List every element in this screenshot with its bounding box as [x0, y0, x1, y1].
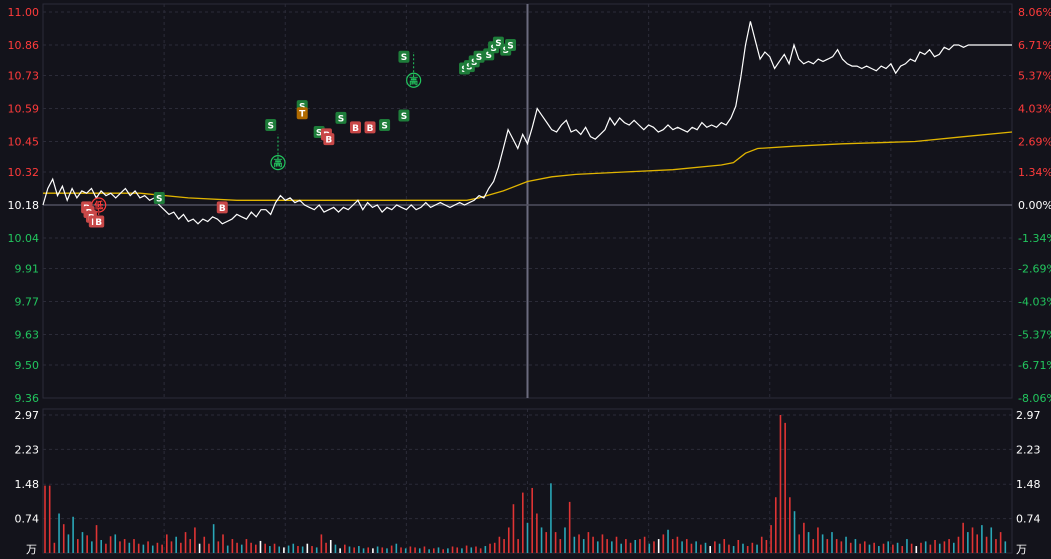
percent-tick-label: 5.37%	[1018, 70, 1051, 83]
sell-signal-label: S	[338, 114, 344, 124]
percent-tick-label: -2.69%	[1018, 263, 1051, 276]
sell-signal-label: S	[156, 194, 162, 204]
percent-axis-right: 8.06% 6.71% 5.37% 4.03% 2.69% 1.34% 0.00% -1.34…	[1018, 6, 1051, 405]
buy-signal-label: B	[367, 124, 374, 134]
price-tick-label: 10.32	[8, 166, 40, 179]
sell-signal-label: S	[476, 53, 482, 63]
trade-markers: 低高高BBBIBBSBSSTSPBSBBSSSSSSSSSSSS	[81, 36, 517, 228]
percent-tick-label: -1.34%	[1018, 232, 1051, 245]
price-tick-label: 11.00	[8, 6, 40, 19]
volume-tick-label-right: 1.48	[1016, 478, 1041, 491]
high-point-marker	[270, 155, 286, 171]
volume-unit-left: 万	[26, 543, 37, 556]
sell-signal-label: S	[267, 121, 273, 131]
high-point-label: 高	[409, 75, 418, 87]
price-tick-label: 9.50	[15, 359, 40, 372]
sell-signal-label: S	[490, 44, 496, 54]
percent-tick-label: 8.06%	[1018, 6, 1051, 19]
price-axis-left: 11.00 10.86 10.73 10.59 10.45 10.32 10.18 10.04…	[8, 6, 40, 405]
price-panel	[42, 21, 1013, 225]
price-tick-label: 10.86	[8, 39, 40, 52]
price-tick-label: 10.18	[8, 199, 40, 212]
sell-signal-marker	[153, 191, 165, 204]
sell-signal-label: S	[495, 39, 501, 49]
buy-signal-label: B	[95, 218, 102, 228]
high-point-marker	[406, 72, 422, 88]
buy-signal-marker	[364, 121, 376, 134]
buy-signal-marker	[323, 133, 335, 146]
sell-signal-label: S	[401, 53, 407, 63]
percent-tick-label: -8.06%	[1018, 392, 1051, 405]
volume-tick-label-right: 2.97	[1016, 409, 1041, 422]
sell-signal-marker	[398, 50, 410, 63]
average-price-line	[43, 131, 1013, 201]
percent-tick-label: -5.37%	[1018, 328, 1051, 341]
volume-panel	[44, 415, 1007, 553]
price-tick-label: 9.36	[15, 392, 40, 405]
buy-signal-label: B	[352, 124, 359, 134]
sell-signal-marker	[398, 109, 410, 122]
price-tick-label: 9.91	[15, 263, 40, 276]
price-tick-label: 9.63	[15, 328, 40, 341]
sell-signal-label: S	[316, 129, 322, 139]
volume-tick-label-left: 2.97	[15, 409, 40, 422]
grid-lines	[42, 3, 1013, 554]
t-signal-marker	[296, 107, 308, 120]
sell-signal-label: S	[485, 51, 491, 61]
price-tick-label: 10.73	[8, 70, 40, 83]
price-line	[42, 21, 1012, 225]
sell-signal-marker	[473, 50, 485, 63]
percent-tick-label: 0.00%	[1018, 199, 1051, 212]
percent-tick-label: 2.69%	[1018, 135, 1051, 148]
buy-signal-marker	[93, 215, 105, 228]
volume-unit-right: 万	[1016, 543, 1027, 556]
sell-signal-label: S	[401, 112, 407, 122]
sell-signal-label: S	[466, 63, 472, 73]
price-tick-label: 10.59	[8, 103, 40, 116]
sell-signal-label: S	[502, 46, 508, 56]
price-tick-label: 10.45	[8, 135, 40, 148]
percent-tick-label: 1.34%	[1018, 166, 1051, 179]
percent-tick-label: 4.03%	[1018, 103, 1051, 116]
sell-signal-marker	[265, 118, 277, 131]
buy-signal-marker	[350, 121, 362, 134]
price-tick-label: 9.77	[15, 296, 40, 309]
percent-tick-label: 6.71%	[1018, 39, 1051, 52]
buy-signal-label: B	[219, 204, 226, 214]
sell-signal-marker	[379, 118, 391, 131]
volume-tick-label-left: 0.74	[15, 513, 40, 526]
volume-tick-label-right: 0.74	[1016, 513, 1041, 526]
sell-signal-marker	[505, 38, 517, 51]
sell-signal-label: S	[471, 58, 477, 68]
volume-tick-label-left: 1.48	[15, 478, 40, 491]
buy-signal-label: B	[325, 136, 332, 146]
volume-tick-label-left: 2.23	[15, 443, 40, 456]
low-point-label: 低	[93, 200, 103, 212]
price-tick-label: 10.04	[8, 232, 40, 245]
t-signal-label: T	[299, 110, 306, 120]
sell-signal-marker	[335, 111, 347, 124]
volume-tick-label-right: 2.23	[1016, 443, 1041, 456]
volume-axis: 2.97 2.97 2.23 2.23 1.48 1.48 0.74 0.74 万 万	[15, 409, 1041, 556]
buy-signal-marker	[216, 201, 228, 214]
sell-signal-label: S	[381, 121, 387, 131]
percent-tick-label: -6.71%	[1018, 359, 1051, 372]
sell-signal-label: S	[507, 41, 513, 51]
high-point-label: 高	[273, 157, 282, 169]
percent-tick-label: -4.03%	[1018, 296, 1051, 309]
